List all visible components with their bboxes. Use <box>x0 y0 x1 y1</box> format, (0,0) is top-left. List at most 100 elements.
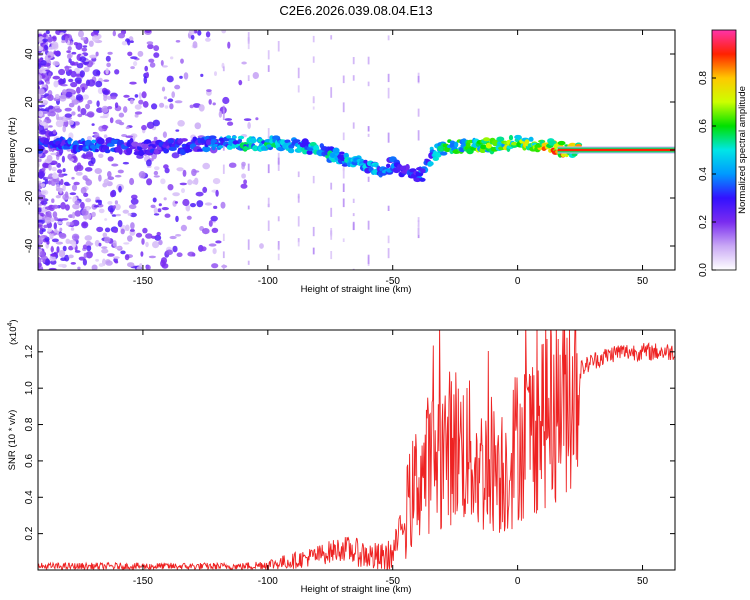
ridge-cell <box>126 147 133 155</box>
noise-cell <box>129 40 134 43</box>
x-tick-label: -50 <box>385 276 400 287</box>
noise-cell <box>109 117 114 124</box>
noise-cell <box>202 162 210 170</box>
noise-cell <box>200 73 204 77</box>
noise-cell <box>142 101 149 108</box>
noise-cell <box>53 222 57 230</box>
streak-cell <box>417 108 420 117</box>
noise-cell <box>192 41 198 49</box>
noise-cell <box>45 30 50 35</box>
streak-cell <box>352 122 355 129</box>
noise-cell <box>74 200 80 206</box>
noise-cell <box>112 205 116 209</box>
noise-cell <box>113 228 118 233</box>
x-tick-label: -100 <box>258 576 278 587</box>
streak-cell <box>342 198 345 208</box>
noise-cell <box>186 215 192 220</box>
noise-cell <box>39 121 47 126</box>
noise-cell <box>86 206 90 212</box>
noise-cell <box>38 93 41 100</box>
noise-cell <box>143 76 148 84</box>
noise-cell <box>103 134 108 139</box>
noise-cell <box>103 79 110 82</box>
noise-cell <box>52 75 61 80</box>
noise-cell <box>96 100 100 107</box>
streak-cell <box>352 57 355 65</box>
noise-cell <box>58 173 65 178</box>
streak-cell <box>312 106 315 110</box>
noise-cell <box>105 68 109 75</box>
noise-cell <box>38 207 42 213</box>
ridge-cell <box>249 138 257 144</box>
y-tick-label: 20 <box>24 96 35 108</box>
streak-cell <box>330 87 333 98</box>
noise-cell <box>153 170 159 176</box>
streak-cell <box>297 85 300 93</box>
noise-cell <box>145 71 149 79</box>
noise-cell <box>144 30 152 33</box>
noise-cell <box>86 245 92 252</box>
noise-cell <box>57 169 63 174</box>
noise-cell <box>73 181 80 186</box>
streak-cell <box>312 226 315 237</box>
noise-cell <box>47 227 53 232</box>
noise-cell <box>104 236 111 244</box>
streak-cell <box>267 197 270 207</box>
noise-cell <box>64 35 69 44</box>
noise-cell <box>174 84 181 90</box>
noise-cell <box>82 222 87 227</box>
noise-cell <box>171 91 175 98</box>
colorbar-tick-label: 0.4 <box>698 167 709 181</box>
noise-cell <box>202 228 210 235</box>
noise-cell <box>191 168 197 177</box>
noise-cell <box>38 46 44 52</box>
noise-cell <box>163 164 169 169</box>
noise-cell <box>76 79 82 85</box>
noise-cell <box>125 135 133 138</box>
noise-cell <box>76 62 84 69</box>
noise-cell <box>169 235 177 240</box>
noise-cell <box>48 164 52 171</box>
noise-cell <box>49 232 54 240</box>
y-tick-label: 1.2 <box>24 344 35 358</box>
noise-cell <box>71 184 78 191</box>
noise-cell <box>71 176 75 180</box>
noise-cell <box>211 263 219 269</box>
noise-cell <box>98 242 102 247</box>
noise-cell <box>114 174 122 178</box>
noise-cell <box>202 186 208 193</box>
noise-cell <box>91 123 95 126</box>
snr-multiplier-base: (x10 <box>8 327 19 345</box>
ridge-cell <box>332 147 340 154</box>
noise-cell <box>68 58 72 63</box>
streak-cell <box>342 168 345 179</box>
noise-cell <box>75 171 83 176</box>
noise-cell <box>180 224 187 232</box>
streak-cell <box>387 248 390 259</box>
noise-cell <box>80 201 85 209</box>
noise-cell <box>83 192 89 197</box>
noise-cell <box>131 194 138 200</box>
noise-cell <box>157 208 162 213</box>
noise-cell <box>45 176 53 180</box>
noise-cell <box>82 153 86 159</box>
noise-cell <box>104 227 111 233</box>
noise-cell <box>68 119 74 126</box>
noise-cell <box>182 169 187 177</box>
ridge-cell <box>106 143 115 147</box>
noise-cell <box>139 263 143 268</box>
noise-cell <box>96 70 101 76</box>
noise-cell <box>86 136 92 141</box>
streak-cell <box>330 207 333 217</box>
noise-cell <box>206 89 212 93</box>
noise-cell <box>38 110 44 117</box>
noise-cell <box>86 213 92 220</box>
y-tick-label: 1.0 <box>24 381 35 395</box>
noise-cell <box>192 103 201 108</box>
noise-cell <box>38 215 43 220</box>
streak-cell <box>342 75 345 84</box>
ridge-cell <box>571 152 578 157</box>
noise-cell <box>163 96 167 100</box>
noise-cell <box>127 235 133 242</box>
streak-cell <box>387 132 390 143</box>
